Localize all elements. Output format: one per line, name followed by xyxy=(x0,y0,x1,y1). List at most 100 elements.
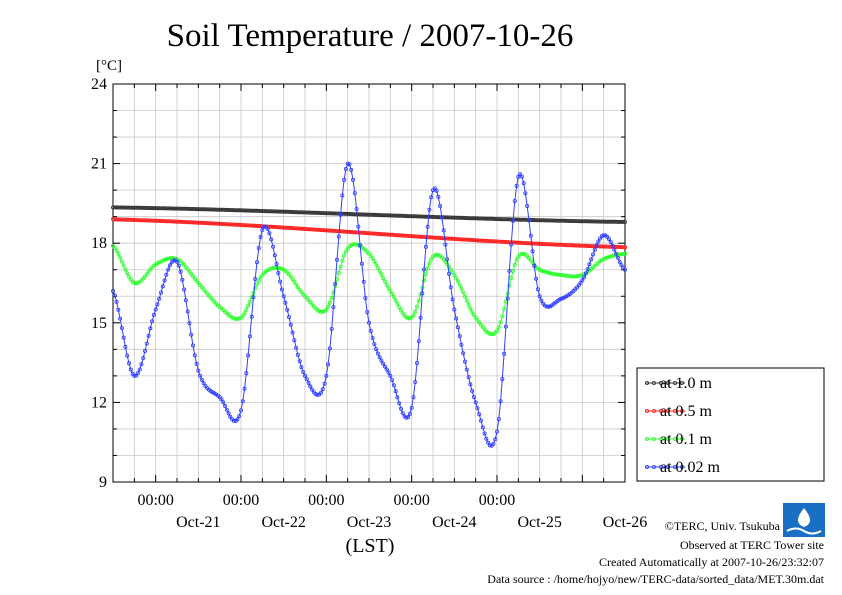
series-point xyxy=(164,257,169,262)
series-point xyxy=(349,229,354,234)
series-point xyxy=(409,405,414,410)
series-point xyxy=(566,243,571,248)
series-point xyxy=(398,233,403,238)
footer-copyright: ©TERC, Univ. Tsukuba xyxy=(665,519,781,533)
series-point xyxy=(318,210,323,215)
series-point xyxy=(308,210,313,215)
series-point xyxy=(276,225,281,230)
series-point xyxy=(258,234,263,239)
legend-label: at 0.02 m xyxy=(660,459,721,476)
series-point xyxy=(190,220,195,225)
series-point xyxy=(331,211,336,216)
series-point xyxy=(166,267,171,272)
series-point xyxy=(317,227,322,232)
series-point xyxy=(414,360,419,365)
series-point xyxy=(516,174,521,179)
series-point xyxy=(121,263,126,268)
series-point xyxy=(523,241,528,246)
series-point xyxy=(246,303,251,308)
legend-swatch-point xyxy=(673,380,678,385)
series-point xyxy=(111,288,116,293)
series-point xyxy=(182,219,187,224)
series-point xyxy=(397,401,402,406)
series-point xyxy=(237,222,242,227)
series-point xyxy=(398,213,403,218)
series-point xyxy=(183,298,188,303)
series-point xyxy=(270,224,275,229)
series-point xyxy=(422,234,427,239)
series-point xyxy=(189,220,194,225)
legend-swatch-point xyxy=(680,380,685,385)
series-point xyxy=(306,380,311,385)
series-point xyxy=(285,209,290,214)
series-point xyxy=(610,253,615,258)
series-point xyxy=(114,248,119,253)
series-point xyxy=(400,411,405,416)
series-point xyxy=(395,301,400,306)
series-point xyxy=(603,256,608,261)
series-point xyxy=(166,206,171,211)
series-point xyxy=(477,216,482,221)
series-point xyxy=(278,225,283,230)
series-point xyxy=(500,377,505,382)
series-point xyxy=(411,214,416,219)
series-point xyxy=(512,262,517,267)
series-point xyxy=(571,274,576,279)
series-point xyxy=(614,219,619,224)
series-point xyxy=(279,287,284,292)
series-point xyxy=(142,218,147,223)
legend-swatch-point xyxy=(659,464,664,469)
series-point xyxy=(116,307,121,312)
series-point xyxy=(166,256,171,261)
series-point xyxy=(446,271,451,276)
series-point xyxy=(614,251,619,256)
series-point xyxy=(439,215,444,220)
series-point xyxy=(171,206,176,211)
series-point xyxy=(260,224,265,229)
series-point xyxy=(318,309,323,314)
series-point xyxy=(128,367,133,372)
series-point xyxy=(253,223,258,228)
series-point xyxy=(276,265,281,270)
series-point xyxy=(503,324,508,329)
series-point xyxy=(388,213,393,218)
y-tick-label: 24 xyxy=(91,76,107,93)
series-point xyxy=(603,244,608,249)
series-point xyxy=(379,213,384,218)
series-point xyxy=(502,217,507,222)
legend-swatch-point xyxy=(673,464,678,469)
legend-swatch-point xyxy=(645,408,650,413)
series-point xyxy=(219,397,224,402)
series-point xyxy=(274,261,279,266)
series-point xyxy=(331,305,336,310)
series-point xyxy=(324,228,329,233)
x-time-label: 00:00 xyxy=(223,492,259,509)
series-point xyxy=(445,257,450,262)
series-point xyxy=(395,233,400,238)
series-point xyxy=(278,209,283,214)
series-point xyxy=(324,373,329,378)
series-point xyxy=(157,296,162,301)
series-point xyxy=(265,226,270,231)
series-point xyxy=(347,211,352,216)
series-point xyxy=(185,309,190,314)
series-point xyxy=(475,216,480,221)
series-point xyxy=(414,234,419,239)
series-point xyxy=(374,347,379,352)
series-point xyxy=(498,399,503,404)
series-point xyxy=(429,214,434,219)
series-point xyxy=(612,247,617,252)
series-point xyxy=(368,328,373,333)
y-axis-unit: [°C] xyxy=(96,58,122,74)
series-point xyxy=(459,237,464,242)
series-point xyxy=(468,382,473,387)
series-point xyxy=(580,219,585,224)
series-point xyxy=(429,256,434,261)
series-point xyxy=(238,208,243,213)
series-point xyxy=(507,217,512,222)
series-point xyxy=(324,211,329,216)
series-point xyxy=(475,405,480,410)
legend-swatch-point xyxy=(659,408,664,413)
series-point xyxy=(539,268,544,273)
series-point xyxy=(427,214,432,219)
